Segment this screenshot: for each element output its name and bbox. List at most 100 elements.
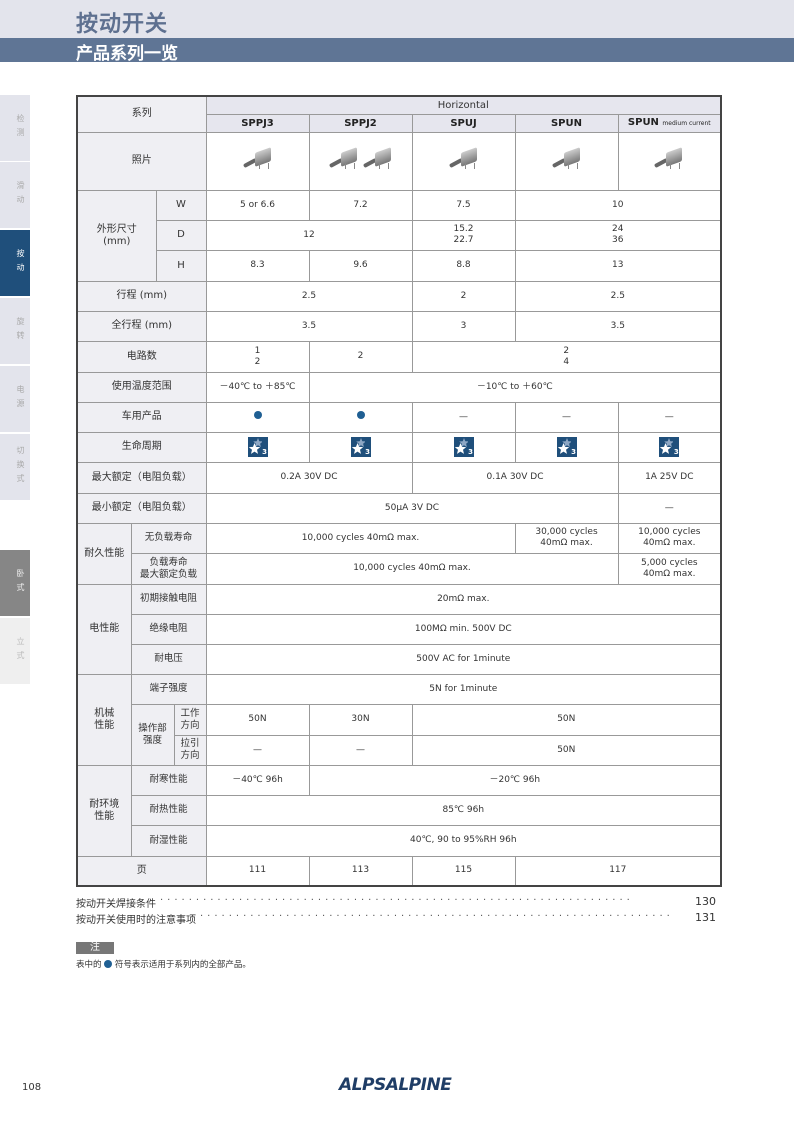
alpsalpine-logo: ALPSALPINE	[339, 1075, 452, 1095]
toc-page: 131	[695, 911, 716, 924]
lifecycle-star-icon: 3	[556, 437, 577, 457]
environment-label: 耐环境 性能	[76, 764, 132, 857]
insulation-value: 100MΩ min. 500V DC	[205, 613, 722, 645]
load-value: 5,000 cycles 40mΩ max.	[617, 552, 722, 585]
model-header: SPPJ3	[205, 113, 310, 133]
min_rating-value: —	[617, 492, 722, 524]
applicable-dot-icon	[253, 411, 262, 419]
no_load-value: 10,000 cycles 40mΩ max.	[205, 522, 516, 554]
toc-item-precautions[interactable]: 按动开关使用时的注意事项 ····························…	[76, 911, 716, 926]
H-value: 8.3	[205, 249, 310, 282]
temp-value: －40℃ to ＋85℃	[205, 371, 310, 403]
W-label: W	[155, 189, 207, 221]
side-tab-0[interactable]: 检测	[0, 95, 30, 161]
D-label: D	[155, 219, 207, 251]
side-tab-label: 卧式	[16, 569, 25, 597]
cold-label: 耐寒性能	[130, 764, 207, 796]
lifecycle-stage: 3	[365, 448, 370, 456]
H-value: 8.8	[411, 249, 516, 282]
table-row: 耐电压 500V AC for 1minute	[77, 643, 722, 675]
switch-image	[447, 147, 481, 171]
D-value: 15.2 22.7	[411, 219, 516, 251]
automotive-value: —	[411, 401, 516, 433]
lifecycle-star-icon: 3	[247, 437, 268, 457]
operating-label: 操作部 强度	[130, 703, 175, 766]
load-label: 负载寿命 最大额定负载	[130, 552, 207, 585]
page-title: 按动开关	[76, 12, 169, 37]
terminal-value: 5N for 1minute	[205, 673, 722, 705]
H-value: 9.6	[308, 249, 413, 282]
lifecycle-stage: 3	[468, 448, 473, 456]
photo-label: 照片	[76, 131, 207, 191]
electrical-label: 电性能	[76, 583, 132, 675]
side-tab-6[interactable]: 卧式	[0, 550, 30, 616]
side-tab-4[interactable]: 电源	[0, 366, 30, 432]
total_stroke-value: 3.5	[205, 310, 413, 342]
temp-value: －10℃ to ＋60℃	[308, 371, 722, 403]
side-tab-1[interactable]: 滑动	[0, 162, 30, 228]
product-photo	[308, 131, 413, 191]
table-row: 最大额定（电阻负载） 0.2A 30V DC 0.1A 30V DC 1A 25V D…	[76, 461, 722, 494]
contact-res-label: 初期接触电阻	[130, 583, 207, 615]
table-row: 系列 Horizontal	[76, 95, 722, 133]
side-tab-7[interactable]: 立式	[0, 618, 30, 684]
stroke-label: 行程 (mm)	[76, 280, 207, 312]
no_load-value: 30,000 cycles 40mΩ max.	[514, 522, 619, 554]
model-name: SPUN	[627, 117, 659, 128]
side-tab-label: 旋转	[16, 317, 25, 345]
table-row: 操作部 强度 工作 方向 50N 30N 50N	[77, 703, 722, 766]
lifecycle-star-icon: 3	[350, 437, 371, 457]
table-row: 照片	[76, 131, 722, 191]
op_dir-value: 30N	[308, 703, 413, 736]
lifecycle-value: 3	[411, 431, 516, 463]
automotive-value	[308, 401, 413, 433]
table-row: 耐湿性能 40℃, 90 to 95%RH 96h	[77, 824, 722, 857]
max_rating-value: 1A 25V DC	[617, 461, 722, 494]
table-row: 机械 性能 端子强度 5N for 1minute	[76, 673, 722, 766]
max_rating-value: 0.1A 30V DC	[411, 461, 619, 494]
table-row: 耐环境 性能 耐寒性能 －40℃ 96h －20℃ 96h	[76, 764, 722, 857]
switch-image	[361, 147, 395, 171]
product-photo	[617, 131, 722, 191]
side-tab-label: 电源	[16, 385, 25, 413]
model-header: SPUN medium current	[617, 113, 722, 133]
lifecycle-stage: 3	[673, 448, 679, 456]
stroke-value: 2.5	[205, 280, 413, 312]
toc-item-soldering[interactable]: 按动开关焊接条件 ································…	[76, 895, 716, 910]
side-tab-5[interactable]: 切换式	[0, 434, 30, 500]
model-header: SPUN	[514, 113, 619, 133]
side-tab-3[interactable]: 旋转	[0, 298, 30, 364]
max_rating-label: 最大额定（电阻负载）	[76, 461, 207, 494]
load-value: 10,000 cycles 40mΩ max.	[205, 552, 619, 585]
lifecycle-star-icon: 3	[659, 437, 680, 457]
side-tab-label: 滑动	[16, 181, 25, 209]
durability-label: 耐久性能	[76, 522, 132, 585]
product-photo	[514, 131, 619, 191]
humidity-value: 40℃, 90 to 95%RH 96h	[205, 824, 722, 857]
stroke-value: 2.5	[514, 280, 722, 312]
page-subtitle: 产品系列一览	[76, 44, 178, 64]
model-name: SPUN	[550, 117, 583, 129]
side-tab-label: 立式	[16, 637, 25, 665]
page-label: 页	[76, 855, 207, 887]
H-value: 13	[514, 249, 722, 282]
max_rating-value: 0.2A 30V DC	[205, 461, 413, 494]
switch-image	[327, 147, 361, 171]
model-header: SPPJ2	[308, 113, 413, 133]
W-value: 10	[514, 189, 722, 221]
table-row: SPPJ3 SPPJ2 SPUJ SPUN SPUN medium current	[77, 113, 722, 133]
subtitle-band	[0, 38, 794, 62]
note-badge: 注	[76, 942, 114, 954]
star-shapes	[248, 438, 262, 454]
star-shapes	[557, 438, 571, 454]
circuits-value: 2 4	[411, 340, 722, 373]
table-row: 生命周期 3 3 3 3 3	[76, 431, 722, 463]
product-series-table: 系列 Horizontal SPPJ3 SPPJ2 SPUJ SPUN SPUN mediu…	[76, 95, 723, 887]
side-tab-2[interactable]: 按动	[0, 230, 30, 296]
lifecycle-value: 3	[308, 431, 413, 463]
pull_dir-value: —	[308, 734, 413, 766]
op_dir-value: 50N	[205, 703, 310, 736]
W-value: 5 or 6.6	[205, 189, 310, 221]
voltage_proof-value: 500V AC for 1minute	[205, 643, 722, 675]
lifecycle-value: 3	[617, 431, 722, 463]
